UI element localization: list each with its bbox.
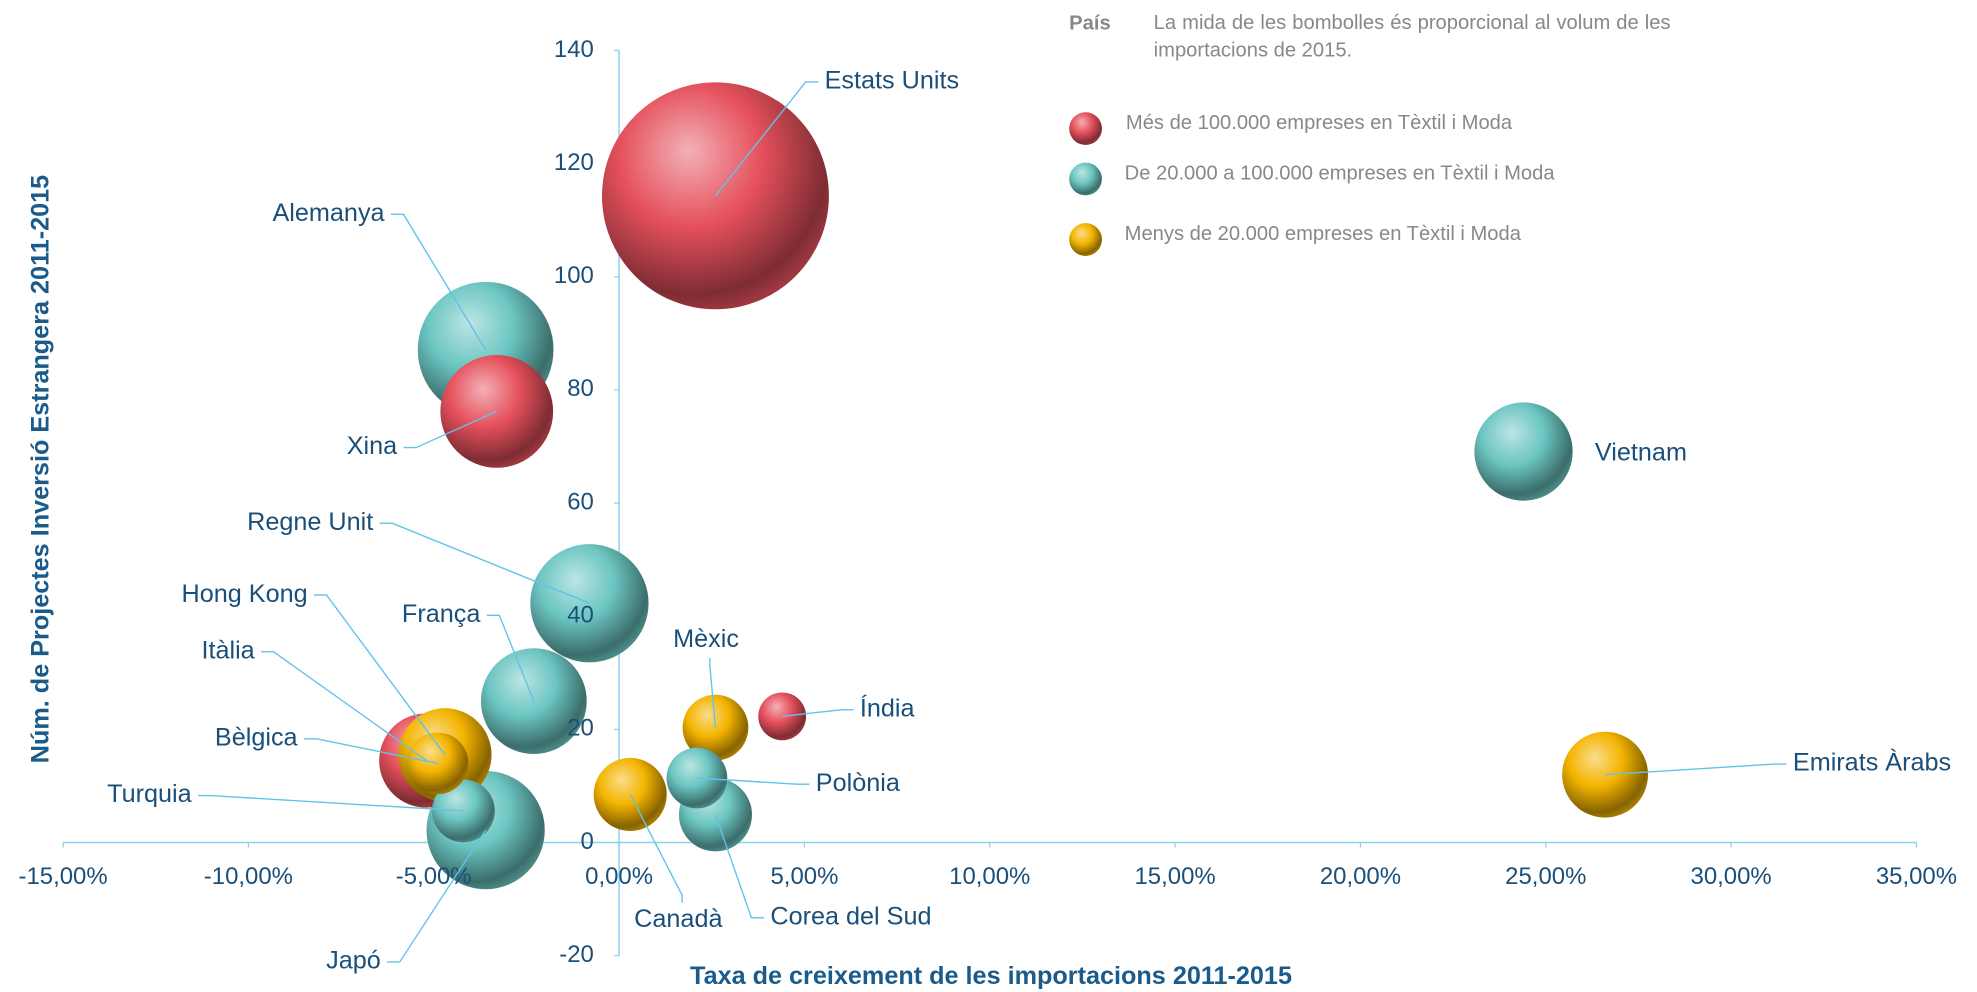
x-tick-label: 10,00% (949, 863, 1030, 890)
legend-swatch (1069, 162, 1102, 196)
bubble-label: Vietnam (1595, 439, 1687, 467)
bubble-label: Polònia (816, 769, 901, 797)
bubble-label: Itàlia (201, 636, 255, 664)
x-tick-label: 15,00% (1135, 863, 1216, 890)
bubble-label: Estats Units (825, 67, 959, 95)
bubble-label: Mèxic (673, 625, 739, 653)
x-tick-label: 20,00% (1320, 863, 1401, 890)
leader-line (709, 658, 717, 728)
leader-line (387, 829, 487, 963)
y-tick-label: 140 (554, 36, 594, 63)
leader-line (782, 709, 854, 718)
x-tick-label: -5,00% (396, 863, 472, 890)
legend-title: País (1069, 12, 1110, 34)
leader-line (390, 213, 487, 351)
bubble-label: Alemanya (272, 199, 385, 227)
bubble-label: Xina (347, 432, 398, 460)
bubble-label: França (402, 600, 481, 628)
bubble (1474, 402, 1573, 501)
x-tick-label: 0,00% (585, 863, 653, 890)
bubble-label: Emirats Àrabs (1793, 748, 1951, 777)
leader-line (403, 410, 498, 449)
y-tick-label: 60 (567, 488, 594, 515)
leader-line (313, 594, 446, 756)
bubble-label: Corea del Sud (770, 903, 931, 931)
legend-label: Menys de 20.000 empreses en Tèxtil i Mod… (1125, 223, 1522, 245)
bubble-label: Turquia (107, 780, 193, 808)
y-tick-label: 100 (554, 262, 594, 289)
bubble (758, 692, 807, 741)
x-tick-label: -10,00% (204, 863, 293, 890)
y-tick-label: 80 (567, 375, 594, 402)
legend-label: Més de 100.000 empreses en Tèxtil i Moda (1126, 112, 1513, 134)
bubble-label: Bèlgica (215, 723, 299, 751)
leader-line (1605, 763, 1787, 776)
legend-swatch (1069, 112, 1102, 145)
leader-line (696, 777, 810, 785)
bubble-label: Índia (860, 693, 916, 722)
leader-line (486, 614, 535, 702)
x-tick-label: 35,00% (1876, 863, 1957, 890)
x-tick-label: 5,00% (770, 863, 838, 890)
leader-line (303, 738, 438, 765)
leader-line (714, 81, 819, 197)
x-tick-label: 25,00% (1505, 863, 1586, 890)
x-axis-title: Taxa de creixement de les importacions 2… (690, 962, 1292, 990)
legend-note: La mida de les bombolles és proporcional… (1153, 12, 1671, 62)
y-tick-label: 120 (554, 149, 594, 176)
leader-line (197, 794, 464, 812)
bubble-label: Japó (326, 947, 381, 975)
leader-line (714, 814, 765, 919)
legend-label: De 20.000 a 100.000 empreses en Tèxtil i… (1125, 162, 1556, 184)
bubble-label: Canadà (634, 905, 723, 933)
y-tick-label: 0 (581, 828, 594, 855)
y-tick-label: -20 (559, 941, 594, 968)
leader-line (261, 651, 427, 762)
y-tick-label: 40 (567, 602, 594, 629)
bubble (666, 747, 728, 809)
y-tick-label: 20 (567, 715, 594, 742)
plot (62, 49, 1918, 957)
x-tick-label: -15,00% (18, 863, 107, 890)
leader-line (379, 522, 590, 604)
y-axis-title: Núm. de Projectes Inversió Estrangera 20… (26, 175, 54, 763)
x-tick-label: 30,00% (1691, 863, 1772, 890)
leader-line (629, 794, 683, 903)
legend-swatch (1069, 223, 1102, 256)
bubble-label: Hong Kong (182, 580, 308, 608)
legend-note-box: La mida de les bombolles és proporcional… (1153, 12, 1671, 62)
bubble-label: Regne Unit (247, 508, 373, 536)
